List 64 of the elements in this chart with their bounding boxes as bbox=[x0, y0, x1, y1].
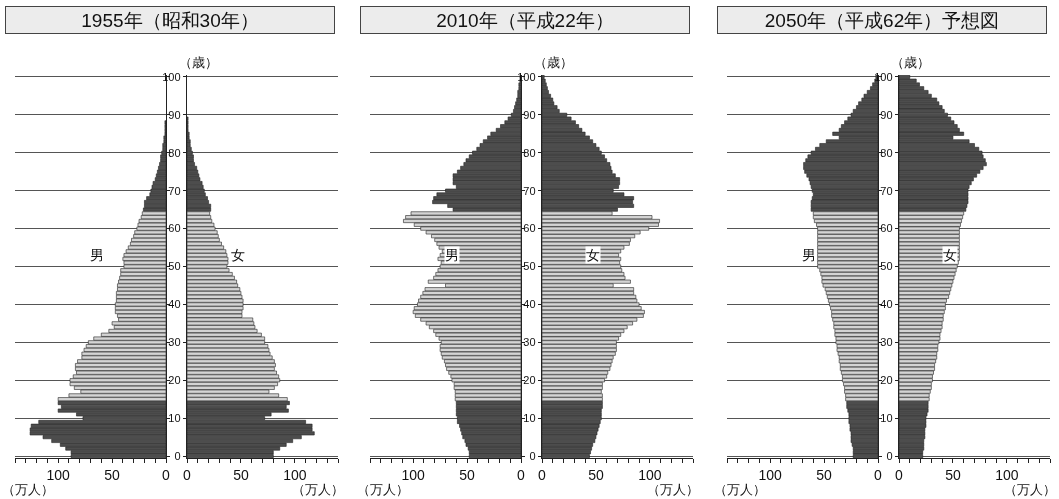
x-axis-title: （万人） bbox=[292, 482, 344, 497]
y-tick-label: 60 bbox=[880, 222, 893, 235]
y-tick-label: 100 bbox=[162, 70, 181, 83]
y-tick-label: 30 bbox=[880, 336, 893, 349]
y-tick-label: 50 bbox=[168, 260, 181, 273]
x-tick-label: 0 bbox=[538, 466, 547, 483]
x-axis-title: （万人） bbox=[714, 482, 766, 497]
y-tick-label: 40 bbox=[168, 298, 181, 311]
y-tick-label: 0 bbox=[529, 449, 536, 462]
x-tick-label: 50 bbox=[233, 466, 249, 483]
y-tick-label: 20 bbox=[168, 374, 181, 387]
y-tick-label: 20 bbox=[523, 374, 536, 387]
y-tick-label: 50 bbox=[880, 260, 893, 273]
x-axis-title: （万人） bbox=[357, 482, 409, 497]
x-tick-label: 50 bbox=[945, 466, 961, 483]
y-tick-label: 80 bbox=[168, 146, 181, 159]
y-tick-label: 40 bbox=[880, 298, 893, 311]
y-tick-label: 90 bbox=[523, 108, 536, 121]
series-label: 男 bbox=[90, 247, 104, 263]
y-axis-title: （歳） bbox=[891, 55, 930, 70]
x-tick-label: 100 bbox=[758, 466, 783, 483]
x-tick-label: 50 bbox=[459, 466, 476, 483]
x-tick-label: 0 bbox=[895, 466, 904, 483]
y-tick-label: 80 bbox=[523, 146, 536, 159]
y-tick-label: 0 bbox=[174, 449, 181, 462]
series-label: 男 bbox=[802, 247, 816, 263]
y-tick-label: 10 bbox=[880, 412, 893, 425]
y-tick-label: 80 bbox=[880, 146, 893, 159]
y-axis-title: （歳） bbox=[179, 55, 218, 70]
chart-title: 2050年（平成62年）予想図 bbox=[717, 6, 1047, 34]
x-axis-title: （万人） bbox=[1004, 482, 1056, 497]
x-tick-label: 50 bbox=[588, 466, 604, 483]
series-label: 男 bbox=[445, 247, 459, 263]
y-tick-label: 50 bbox=[523, 260, 536, 273]
y-tick-label: 10 bbox=[523, 412, 536, 425]
series-label: 女 bbox=[231, 247, 245, 263]
x-tick-label: 50 bbox=[104, 466, 121, 483]
series-label: 女 bbox=[586, 247, 600, 263]
y-tick-label: 70 bbox=[880, 184, 893, 197]
y-tick-label: 70 bbox=[523, 184, 536, 197]
x-tick-label: 100 bbox=[638, 466, 662, 483]
chart-title: 1955年（昭和30年） bbox=[5, 6, 335, 34]
y-tick-label: 0 bbox=[886, 449, 893, 462]
y-tick-label: 10 bbox=[168, 412, 181, 425]
x-tick-label: 100 bbox=[995, 466, 1019, 483]
y-tick-label: 40 bbox=[523, 298, 536, 311]
x-tick-label: 50 bbox=[816, 466, 833, 483]
y-tick-label: 60 bbox=[168, 222, 181, 235]
x-tick-label: 100 bbox=[401, 466, 426, 483]
series-label: 女 bbox=[943, 247, 957, 263]
y-axis-title: （歳） bbox=[534, 55, 573, 70]
chart-title: 2010年（平成22年） bbox=[360, 6, 690, 34]
y-tick-label: 70 bbox=[168, 184, 181, 197]
x-axis-title: （万人） bbox=[2, 482, 54, 497]
y-tick-label: 30 bbox=[168, 336, 181, 349]
x-tick-label: 100 bbox=[283, 466, 307, 483]
y-tick-label: 90 bbox=[880, 108, 893, 121]
x-axis-title: （万人） bbox=[647, 482, 699, 497]
x-tick-label: 0 bbox=[183, 466, 192, 483]
y-tick-label: 30 bbox=[523, 336, 536, 349]
x-tick-label: 100 bbox=[46, 466, 71, 483]
y-tick-label: 90 bbox=[168, 108, 181, 121]
y-tick-label: 60 bbox=[523, 222, 536, 235]
y-tick-label: 20 bbox=[880, 374, 893, 387]
